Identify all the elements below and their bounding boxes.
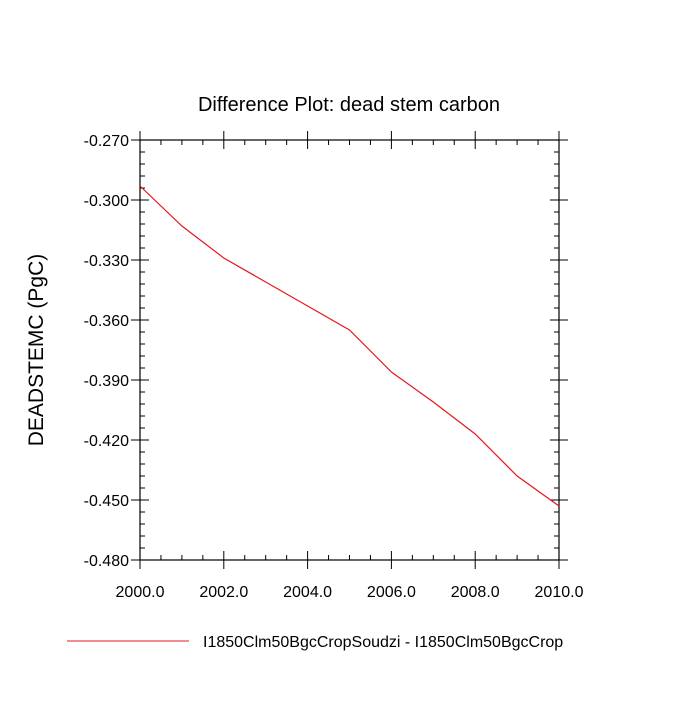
plot-frame xyxy=(139,139,560,561)
y-tick-label: -0.450 xyxy=(84,493,129,510)
series-layer xyxy=(139,185,560,507)
x-axis: 2000.0 2002.0 2004.0 2006.0 2008.0 2010.0 xyxy=(116,131,584,601)
y-tick-label: -0.360 xyxy=(84,313,129,330)
y-tick-label: -0.270 xyxy=(84,133,129,150)
x-tick-label: 2002.0 xyxy=(199,584,248,601)
y-tick-label: -0.480 xyxy=(84,553,129,570)
series-line xyxy=(139,185,560,507)
x-tick-label: 2008.0 xyxy=(451,584,500,601)
y-axis-label: DEADSTEMC (PgC) xyxy=(25,254,48,447)
chart-title: Difference Plot: dead stem carbon xyxy=(198,94,500,116)
y-tick-label: -0.330 xyxy=(84,253,129,270)
x-tick-label: 2000.0 xyxy=(116,584,165,601)
plot-area xyxy=(139,139,560,561)
legend-label: I1850Clm50BgcCropSoudzi - I1850Clm50BgcC… xyxy=(203,634,563,651)
y-tick-label: -0.390 xyxy=(84,373,129,390)
legend: I1850Clm50BgcCropSoudzi - I1850Clm50BgcC… xyxy=(67,634,563,651)
y-tick-label: -0.420 xyxy=(84,433,129,450)
x-tick-label: 2004.0 xyxy=(283,584,332,601)
x-tick-label: 2006.0 xyxy=(367,584,416,601)
y-tick-label: -0.300 xyxy=(84,193,129,210)
y-axis: -0.270 -0.300 -0.330 -0.360 -0.390 -0.420 -0.4… xyxy=(84,133,568,570)
x-tick-label: 2010.0 xyxy=(535,584,584,601)
